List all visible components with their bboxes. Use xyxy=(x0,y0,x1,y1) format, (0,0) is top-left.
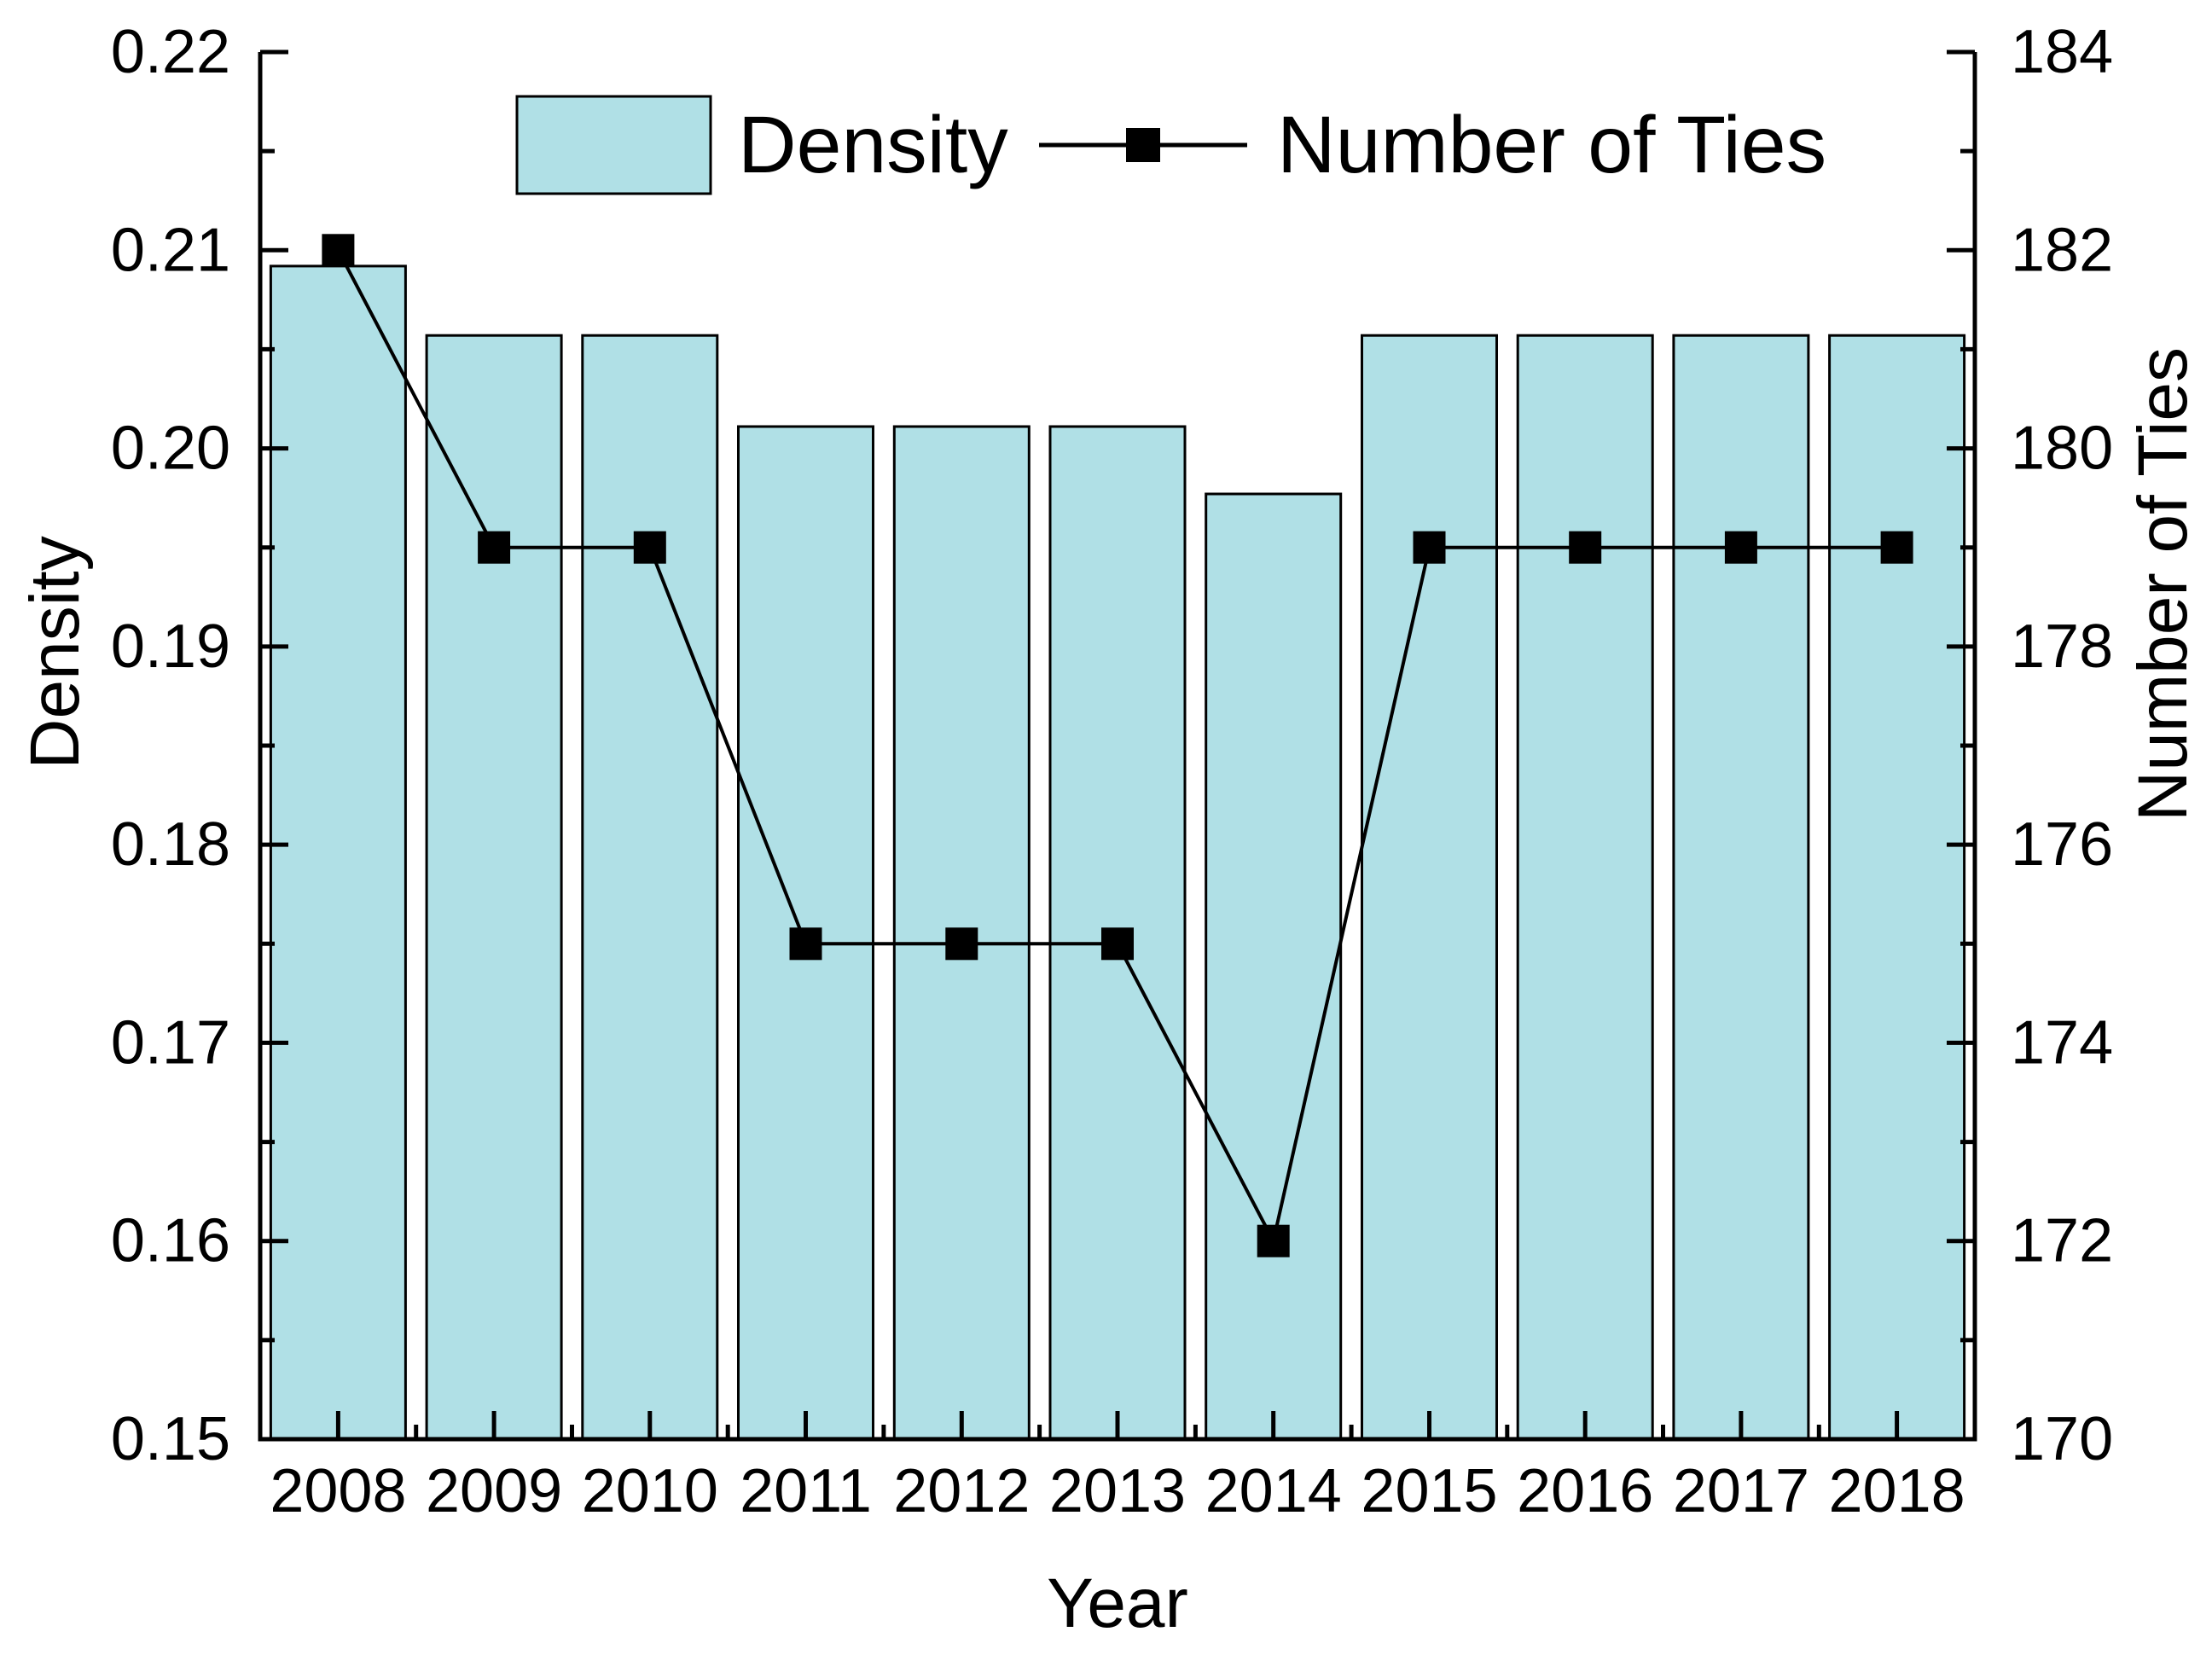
legend-density-swatch-icon xyxy=(515,95,712,195)
ties-marker-2017 xyxy=(1724,531,1757,564)
x-axis-tick-label: 2016 xyxy=(1517,1457,1653,1525)
legend: Density Number of Ties xyxy=(515,95,1826,195)
right-axis-tick-label: 178 xyxy=(2011,613,2113,681)
right-axis-tick-label: 174 xyxy=(2011,1008,2113,1077)
density-bar-2014 xyxy=(1205,492,1343,1441)
ties-marker-2009 xyxy=(478,531,511,564)
left-axis-tick-label: 0.20 xyxy=(111,415,230,483)
ties-marker-2015 xyxy=(1413,531,1446,564)
density-bar-2015 xyxy=(1361,334,1498,1441)
left-axis-tick-label: 0.22 xyxy=(111,18,230,86)
x-axis-tick-label: 2015 xyxy=(1361,1457,1497,1525)
legend-ties-label: Number of Ties xyxy=(1277,100,1826,190)
x-axis-tick-label: 2018 xyxy=(1829,1457,1965,1525)
right-axis-tick-label: 172 xyxy=(2011,1207,2113,1275)
x-axis-tick-label: 2008 xyxy=(270,1457,406,1525)
x-axis-title: Year xyxy=(1047,1565,1188,1642)
x-axis-tick-label: 2012 xyxy=(893,1457,1030,1525)
ties-marker-2010 xyxy=(633,531,666,564)
x-axis-tick-label: 2011 xyxy=(740,1457,872,1525)
legend-ties-marker-icon xyxy=(1126,128,1160,162)
density-bar-2016 xyxy=(1516,334,1654,1441)
ties-marker-2012 xyxy=(945,927,978,961)
left-axis-tick-label: 0.17 xyxy=(111,1008,230,1077)
density-bars-group xyxy=(269,264,1966,1441)
x-axis-tick-label: 2017 xyxy=(1673,1457,1809,1525)
density-bar-2009 xyxy=(425,334,563,1441)
left-axis-tick-label: 0.15 xyxy=(111,1405,230,1473)
density-bar-2008 xyxy=(269,264,407,1441)
ties-marker-2016 xyxy=(1569,531,1602,564)
density-bar-2010 xyxy=(581,334,719,1441)
x-axis-tick-label: 2009 xyxy=(426,1457,562,1525)
right-axis-tick-label: 184 xyxy=(2011,18,2113,86)
ties-marker-2008 xyxy=(322,234,355,267)
x-axis-tick-label: 2013 xyxy=(1049,1457,1186,1525)
ties-marker-2014 xyxy=(1257,1224,1290,1257)
right-axis-tick-label: 176 xyxy=(2011,810,2113,879)
left-axis-title: Density xyxy=(16,536,94,769)
x-axis-tick-label: 2010 xyxy=(582,1457,718,1525)
x-axis-tick-label: 2014 xyxy=(1205,1457,1342,1525)
ties-marker-2018 xyxy=(1880,531,1913,564)
ties-line-group xyxy=(322,234,1913,1257)
right-axis-tick-label: 182 xyxy=(2011,216,2113,284)
left-axis-tick-label: 0.18 xyxy=(111,810,230,879)
tick-labels-group: 0.15 0.16 0.17 0.18 0.19 0.20 0.21 0.22 170 172 17… xyxy=(111,18,2113,1525)
left-axis-tick-label: 0.21 xyxy=(111,216,230,284)
left-axis-tick-label: 0.16 xyxy=(111,1207,230,1275)
right-axis-tick-label: 180 xyxy=(2011,415,2113,483)
right-axis-tick-label: 170 xyxy=(2011,1405,2113,1473)
ties-marker-2013 xyxy=(1101,927,1134,961)
legend-density-label: Density xyxy=(738,100,1008,190)
density-bar-2017 xyxy=(1672,334,1810,1441)
density-bar-2018 xyxy=(1828,334,1966,1441)
axes-group xyxy=(258,49,1977,1442)
left-axis-tick-label: 0.19 xyxy=(111,613,230,681)
ties-marker-2011 xyxy=(789,927,822,961)
right-axis-title: Number of Ties xyxy=(2124,347,2202,822)
